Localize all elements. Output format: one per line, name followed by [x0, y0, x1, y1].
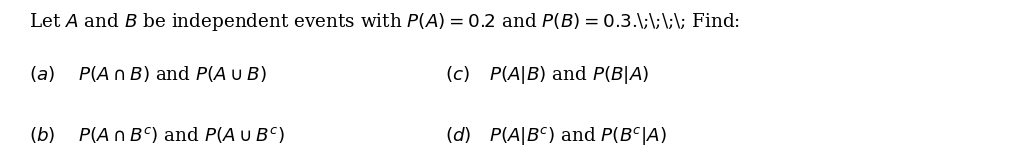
Text: $(d)$: $(d)$	[445, 125, 471, 145]
Text: Let $A$ and $B$ be independent events with $P(A) = 0.2$ and $P(B) = 0.3$.\;\;\;\: Let $A$ and $B$ be independent events wi…	[29, 11, 740, 33]
Text: $P(A \cap B)$ and $P(A \cup B)$: $P(A \cap B)$ and $P(A \cup B)$	[78, 64, 267, 84]
Text: $(a)$: $(a)$	[29, 64, 54, 84]
Text: $P(A \cap B^c)$ and $P(A \cup B^c)$: $P(A \cap B^c)$ and $P(A \cup B^c)$	[78, 125, 284, 145]
Text: $(c)$: $(c)$	[445, 64, 469, 84]
Text: $P(A|B)$ and $P(B|A)$: $P(A|B)$ and $P(B|A)$	[489, 64, 649, 86]
Text: $P(A|B^c)$ and $P(B^c|A)$: $P(A|B^c)$ and $P(B^c|A)$	[489, 125, 666, 147]
Text: $(b)$: $(b)$	[29, 125, 55, 145]
